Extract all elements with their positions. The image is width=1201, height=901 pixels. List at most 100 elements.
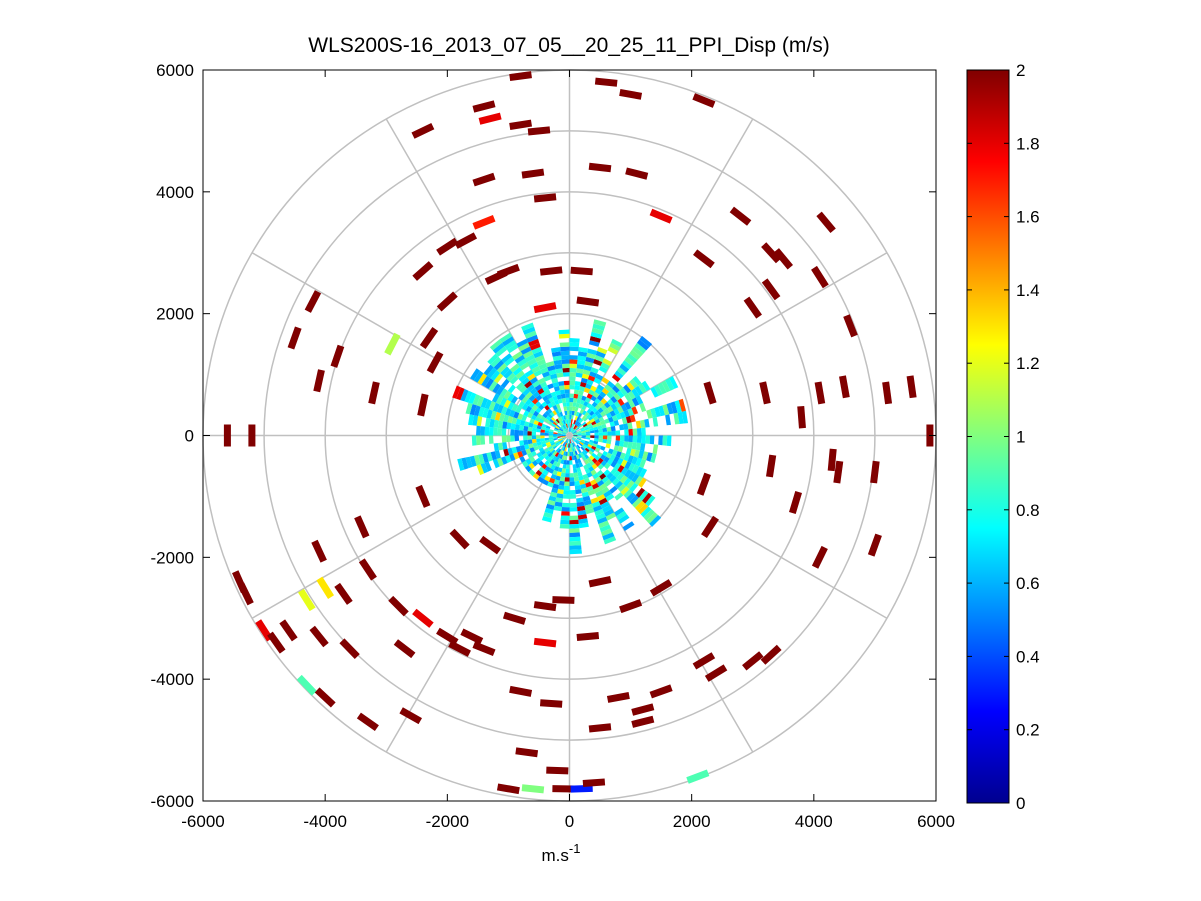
scan-cell — [645, 435, 651, 444]
scan-cell — [614, 507, 625, 517]
scan-cell — [661, 380, 671, 393]
scan-cell — [557, 398, 563, 404]
scan-cell — [476, 464, 485, 476]
scan-cell — [577, 510, 587, 516]
scan-cell — [547, 452, 553, 458]
scan-cell — [559, 440, 564, 444]
scan-cell — [502, 336, 515, 347]
scan-cell — [541, 516, 552, 523]
y-tick-label: 0 — [185, 427, 194, 446]
scan-cell — [456, 387, 465, 401]
scan-cell — [579, 418, 584, 424]
scan-cell — [545, 439, 550, 444]
scan-cell — [491, 393, 500, 403]
scan-cell — [595, 350, 606, 359]
scan-cell — [492, 459, 500, 469]
colorbar-gradient — [966, 69, 1010, 804]
scan-cell — [600, 454, 606, 461]
scan-cell — [551, 487, 559, 494]
scan-cell — [632, 497, 643, 508]
scan-cell — [547, 481, 554, 488]
scan-cell — [567, 414, 570, 420]
scan-cell — [544, 430, 550, 434]
scan-cell — [585, 356, 595, 364]
scan-cell — [573, 434, 578, 436]
colorbar-tick-label: 1.6 — [1016, 208, 1040, 227]
scan-cell — [549, 491, 558, 498]
scan-cell — [527, 439, 533, 445]
scan-cell — [573, 424, 577, 430]
scan-cell — [561, 435, 566, 438]
scan-cell — [592, 473, 600, 480]
scan-cell — [565, 443, 568, 448]
scan-cell — [564, 384, 570, 390]
scan-cell — [520, 346, 532, 355]
scan-cell — [545, 450, 551, 456]
scan-cell — [532, 380, 540, 388]
scan-cell — [569, 393, 574, 398]
scan-cell — [575, 454, 580, 460]
scan-cell — [635, 457, 643, 467]
data-cell — [237, 582, 254, 606]
y-tick-label: 4000 — [156, 183, 194, 202]
scan-cell — [588, 466, 595, 472]
scan-cell — [528, 394, 536, 402]
scan-cell — [575, 411, 580, 417]
scan-cell — [476, 395, 485, 407]
scan-cell — [583, 387, 591, 394]
data-cell — [773, 248, 794, 270]
scan-cell — [524, 354, 535, 363]
scan-cell — [577, 448, 582, 454]
data-cell — [354, 515, 370, 539]
scan-cell — [612, 385, 620, 394]
scan-cell — [469, 455, 477, 467]
data-cell — [419, 326, 439, 350]
scan-cell — [544, 466, 551, 472]
scan-cell — [561, 446, 565, 451]
data-cell — [436, 627, 459, 646]
scan-cell — [561, 434, 566, 436]
data-cell — [472, 172, 496, 187]
scan-cell — [629, 414, 636, 423]
data-cell — [472, 641, 496, 657]
scan-cell — [580, 487, 588, 494]
scan-cell — [515, 446, 522, 453]
scan-cell — [561, 359, 570, 364]
data-cell — [761, 242, 782, 264]
scan-cell — [583, 416, 589, 422]
scan-cell — [582, 369, 591, 376]
scan-cell — [483, 364, 494, 376]
scan-cell — [544, 437, 550, 441]
scan-cell — [484, 399, 492, 410]
scan-cell — [569, 528, 580, 533]
scan-cell — [561, 432, 567, 435]
scan-cell — [578, 442, 583, 447]
scan-cell — [597, 425, 603, 430]
scan-cell — [557, 458, 562, 464]
y-axis-ticks: -6000 -4000 -2000 0 2000 4000 6000 — [151, 61, 936, 811]
scan-cell — [552, 450, 558, 456]
scan-cell — [573, 446, 577, 452]
scan-cell — [575, 463, 580, 469]
scan-cell — [549, 373, 558, 380]
scan-cell — [614, 462, 621, 471]
scan-cell — [613, 408, 620, 415]
scan-cell — [649, 435, 655, 445]
scan-cell — [573, 468, 578, 474]
scan-cell — [527, 358, 537, 366]
data-cell — [479, 535, 502, 555]
scan-cell — [571, 443, 574, 448]
data-cell — [576, 632, 600, 641]
scan-cell — [562, 441, 566, 447]
scan-cell — [545, 425, 551, 430]
scan-cell — [626, 480, 635, 490]
scan-cell — [561, 397, 566, 403]
scan-cell — [497, 442, 504, 451]
scan-cell — [602, 505, 612, 513]
scan-cell — [587, 443, 593, 448]
scan-cell — [507, 343, 519, 354]
scan-cell — [617, 398, 625, 406]
scan-cell — [569, 549, 582, 555]
scan-cell — [556, 372, 564, 378]
scan-cell — [550, 416, 556, 422]
